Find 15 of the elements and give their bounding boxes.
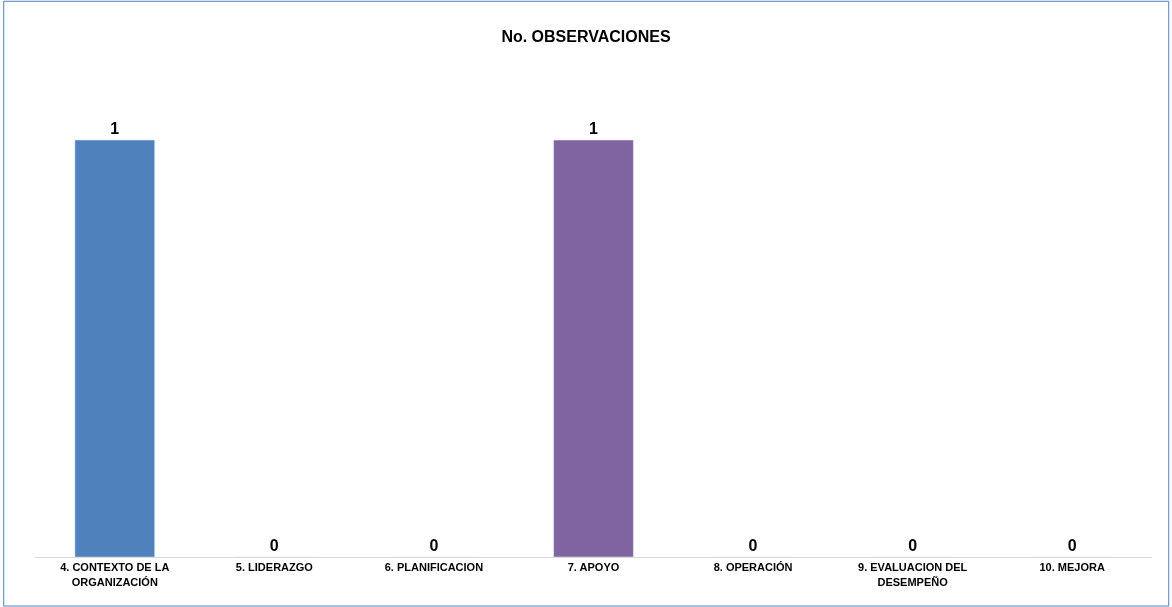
- data-label: 0: [748, 537, 758, 554]
- chart-title: No. OBSERVACIONES: [501, 27, 671, 45]
- data-label: 1: [110, 120, 120, 138]
- x-tick-label: 6. PLANIFICACION: [384, 561, 484, 574]
- data-label: 0: [908, 537, 918, 554]
- x-tick-label: 4. CONTEXTO DE LA ORGANIZACIÓN: [60, 561, 170, 588]
- x-tick-label: 10. MEJORA: [1039, 561, 1105, 574]
- x-tick-label: 9. EVALUACION DEL DESEMPEÑO: [858, 561, 968, 588]
- x-tick-label: 7. APOYO: [567, 561, 620, 574]
- data-label: 0: [269, 537, 279, 554]
- x-tick-label: 5. LIDERAZGO: [235, 561, 314, 574]
- data-label: 0: [1067, 537, 1077, 554]
- x-tick-label: 8. OPERACIÓN: [713, 561, 793, 574]
- data-label: 1: [589, 120, 598, 138]
- data-label: 0: [429, 537, 439, 554]
